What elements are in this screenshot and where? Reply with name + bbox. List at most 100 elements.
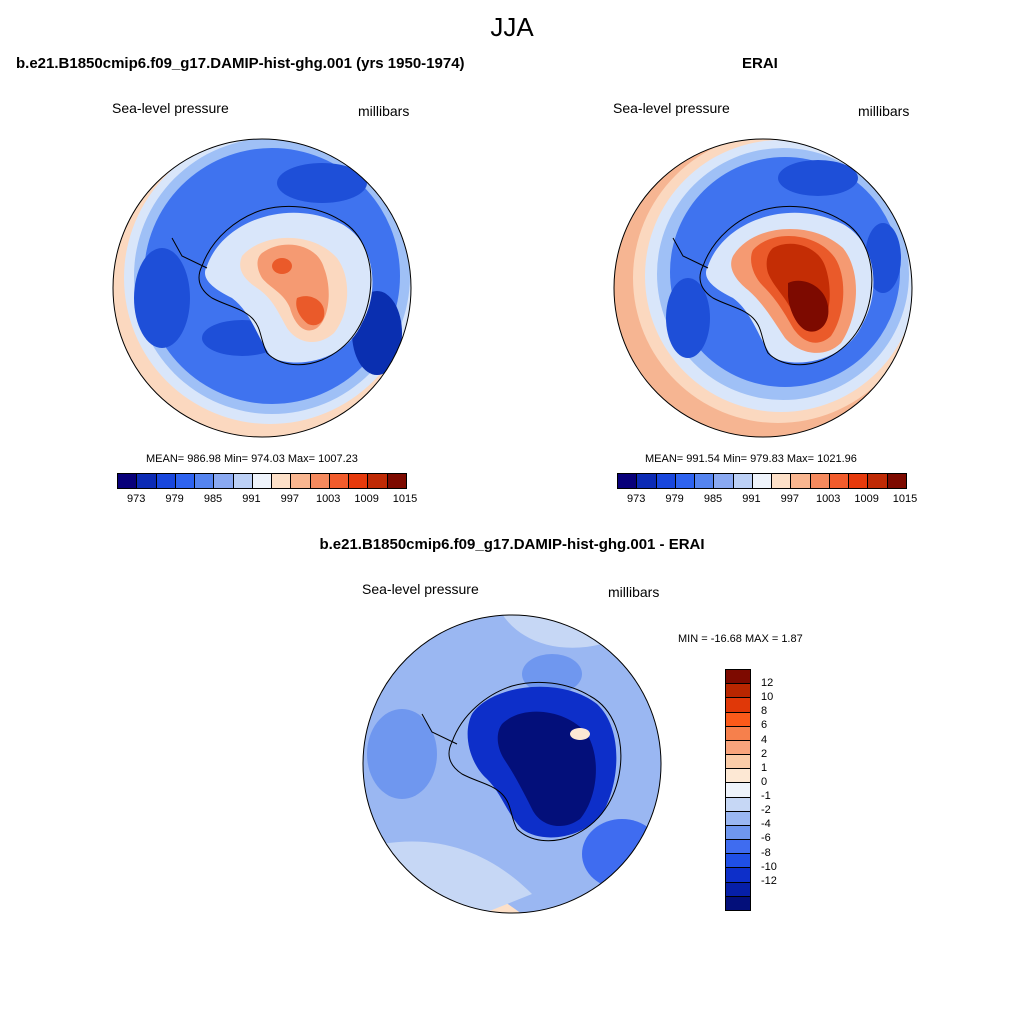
diff-variable-label: Sea-level pressure xyxy=(362,581,479,597)
colorbar-tick-label: 1003 xyxy=(815,493,841,505)
model-high-2 xyxy=(296,296,325,326)
colorbar-tick-label: 985 xyxy=(203,493,223,505)
colorbar-tick-label: 4 xyxy=(761,733,768,746)
colorbar-tick-label: 0 xyxy=(761,775,768,788)
obs-low-west xyxy=(666,278,710,358)
diff-positive-spot xyxy=(570,728,590,740)
colorbar-tick-label: 979 xyxy=(665,493,684,505)
colorbar-swatch xyxy=(726,840,750,855)
colorbar-tick-label: 2 xyxy=(761,747,768,760)
colorbar-tick-label: -1 xyxy=(761,790,771,803)
colorbar-tick-label: 1 xyxy=(761,761,768,774)
diff-stats: MIN = -16.68 MAX = 1.87 xyxy=(678,633,803,645)
model-low-north xyxy=(277,163,367,203)
colorbar-swatch xyxy=(656,474,676,488)
colorbar-swatch xyxy=(733,474,753,488)
model-colorbar xyxy=(117,473,407,489)
colorbar-tick-label: 985 xyxy=(703,493,723,505)
colorbar-swatch xyxy=(726,769,750,784)
obs-low-north xyxy=(778,160,858,196)
colorbar-swatch xyxy=(214,474,234,488)
colorbar-swatch xyxy=(726,882,750,897)
colorbar-tick-label: 979 xyxy=(165,493,184,505)
colorbar-swatch xyxy=(618,474,638,488)
colorbar-swatch xyxy=(726,896,750,910)
colorbar-swatch xyxy=(868,474,888,488)
colorbar-swatch xyxy=(233,474,253,488)
colorbar-swatch xyxy=(118,474,138,488)
colorbar-swatch xyxy=(726,825,750,841)
colorbar-swatch xyxy=(791,474,811,488)
model-low-west xyxy=(134,248,190,348)
colorbar-tick-label: 1015 xyxy=(392,493,418,505)
colorbar-swatch xyxy=(772,474,792,488)
colorbar-swatch xyxy=(272,474,292,488)
colorbar-swatch xyxy=(252,474,273,488)
colorbar-swatch xyxy=(137,474,157,488)
obs-high-4 xyxy=(788,280,829,332)
main-title: JJA xyxy=(490,12,534,42)
model-units-label: millibars xyxy=(358,103,410,119)
colorbar-swatch xyxy=(675,474,696,488)
colorbar-swatch xyxy=(310,474,330,488)
colorbar-swatch xyxy=(329,474,350,488)
colorbar-tick-label: 973 xyxy=(127,493,146,505)
model-case-title: b.e21.B1850cmip6.f09_g17.DAMIP-hist-ghg.… xyxy=(16,55,465,72)
colorbar-tick-label: 1009 xyxy=(854,493,879,505)
diff-low-west xyxy=(367,709,437,799)
obs-variable-label: Sea-level pressure xyxy=(613,100,730,116)
colorbar-swatch xyxy=(695,474,715,488)
obs-case-title: ERAI xyxy=(742,55,778,72)
colorbar-tick-label: 997 xyxy=(780,493,799,505)
colorbar-tick-label: 991 xyxy=(742,493,761,505)
colorbar-tick-label: -10 xyxy=(761,860,777,873)
obs-units-label: millibars xyxy=(858,103,910,119)
model-stats: MEAN= 986.98 Min= 974.03 Max= 1007.23 xyxy=(146,453,358,465)
colorbar-swatch xyxy=(714,474,734,488)
obs-coastline xyxy=(672,205,873,366)
colorbar-tick-label: 973 xyxy=(627,493,646,505)
diff-coastline xyxy=(421,681,622,842)
colorbar-swatch xyxy=(752,474,773,488)
colorbar-tick-label: -2 xyxy=(761,804,771,817)
obs-low-east xyxy=(865,223,901,293)
colorbar-swatch xyxy=(156,474,176,488)
colorbar-swatch xyxy=(726,740,750,756)
colorbar-tick-label: 10 xyxy=(761,691,774,704)
colorbar-tick-label: 8 xyxy=(761,705,768,718)
obs-colorbar xyxy=(617,473,907,489)
colorbar-tick-label: -12 xyxy=(761,874,777,887)
colorbar-tick-label: -8 xyxy=(761,846,771,859)
colorbar-swatch xyxy=(829,474,850,488)
diff-polar-map xyxy=(362,614,662,914)
diff-continent-deep xyxy=(497,711,596,827)
colorbar-swatch xyxy=(195,474,215,488)
colorbar-swatch xyxy=(726,698,750,713)
colorbar-tick-label: 997 xyxy=(280,493,299,505)
colorbar-swatch xyxy=(726,670,750,685)
model-variable-label: Sea-level pressure xyxy=(112,100,229,116)
colorbar-tick-label: 1003 xyxy=(315,493,341,505)
colorbar-swatch xyxy=(810,474,830,488)
colorbar-swatch xyxy=(368,474,388,488)
obs-stats: MEAN= 991.54 Min= 979.83 Max= 1021.96 xyxy=(645,453,857,465)
colorbar-swatch xyxy=(726,726,750,741)
colorbar-swatch xyxy=(387,474,406,488)
colorbar-tick-label: -6 xyxy=(761,832,771,845)
diff-low-east xyxy=(582,819,661,889)
colorbar-swatch xyxy=(726,797,750,812)
colorbar-tick-label: 991 xyxy=(242,493,261,505)
colorbar-swatch xyxy=(726,783,750,798)
colorbar-tick-label: 1015 xyxy=(892,493,918,505)
colorbar-swatch xyxy=(349,474,369,488)
model-polar-map xyxy=(112,138,412,438)
colorbar-tick-label: -4 xyxy=(761,818,771,831)
colorbar-swatch xyxy=(726,712,750,727)
model-high-3 xyxy=(272,258,292,274)
diff-colorbar xyxy=(725,669,751,911)
diff-low-north xyxy=(522,654,582,694)
colorbar-tick-label: 12 xyxy=(761,677,774,690)
colorbar-swatch xyxy=(849,474,869,488)
colorbar-swatch xyxy=(726,868,750,883)
obs-polar-map xyxy=(613,138,913,438)
